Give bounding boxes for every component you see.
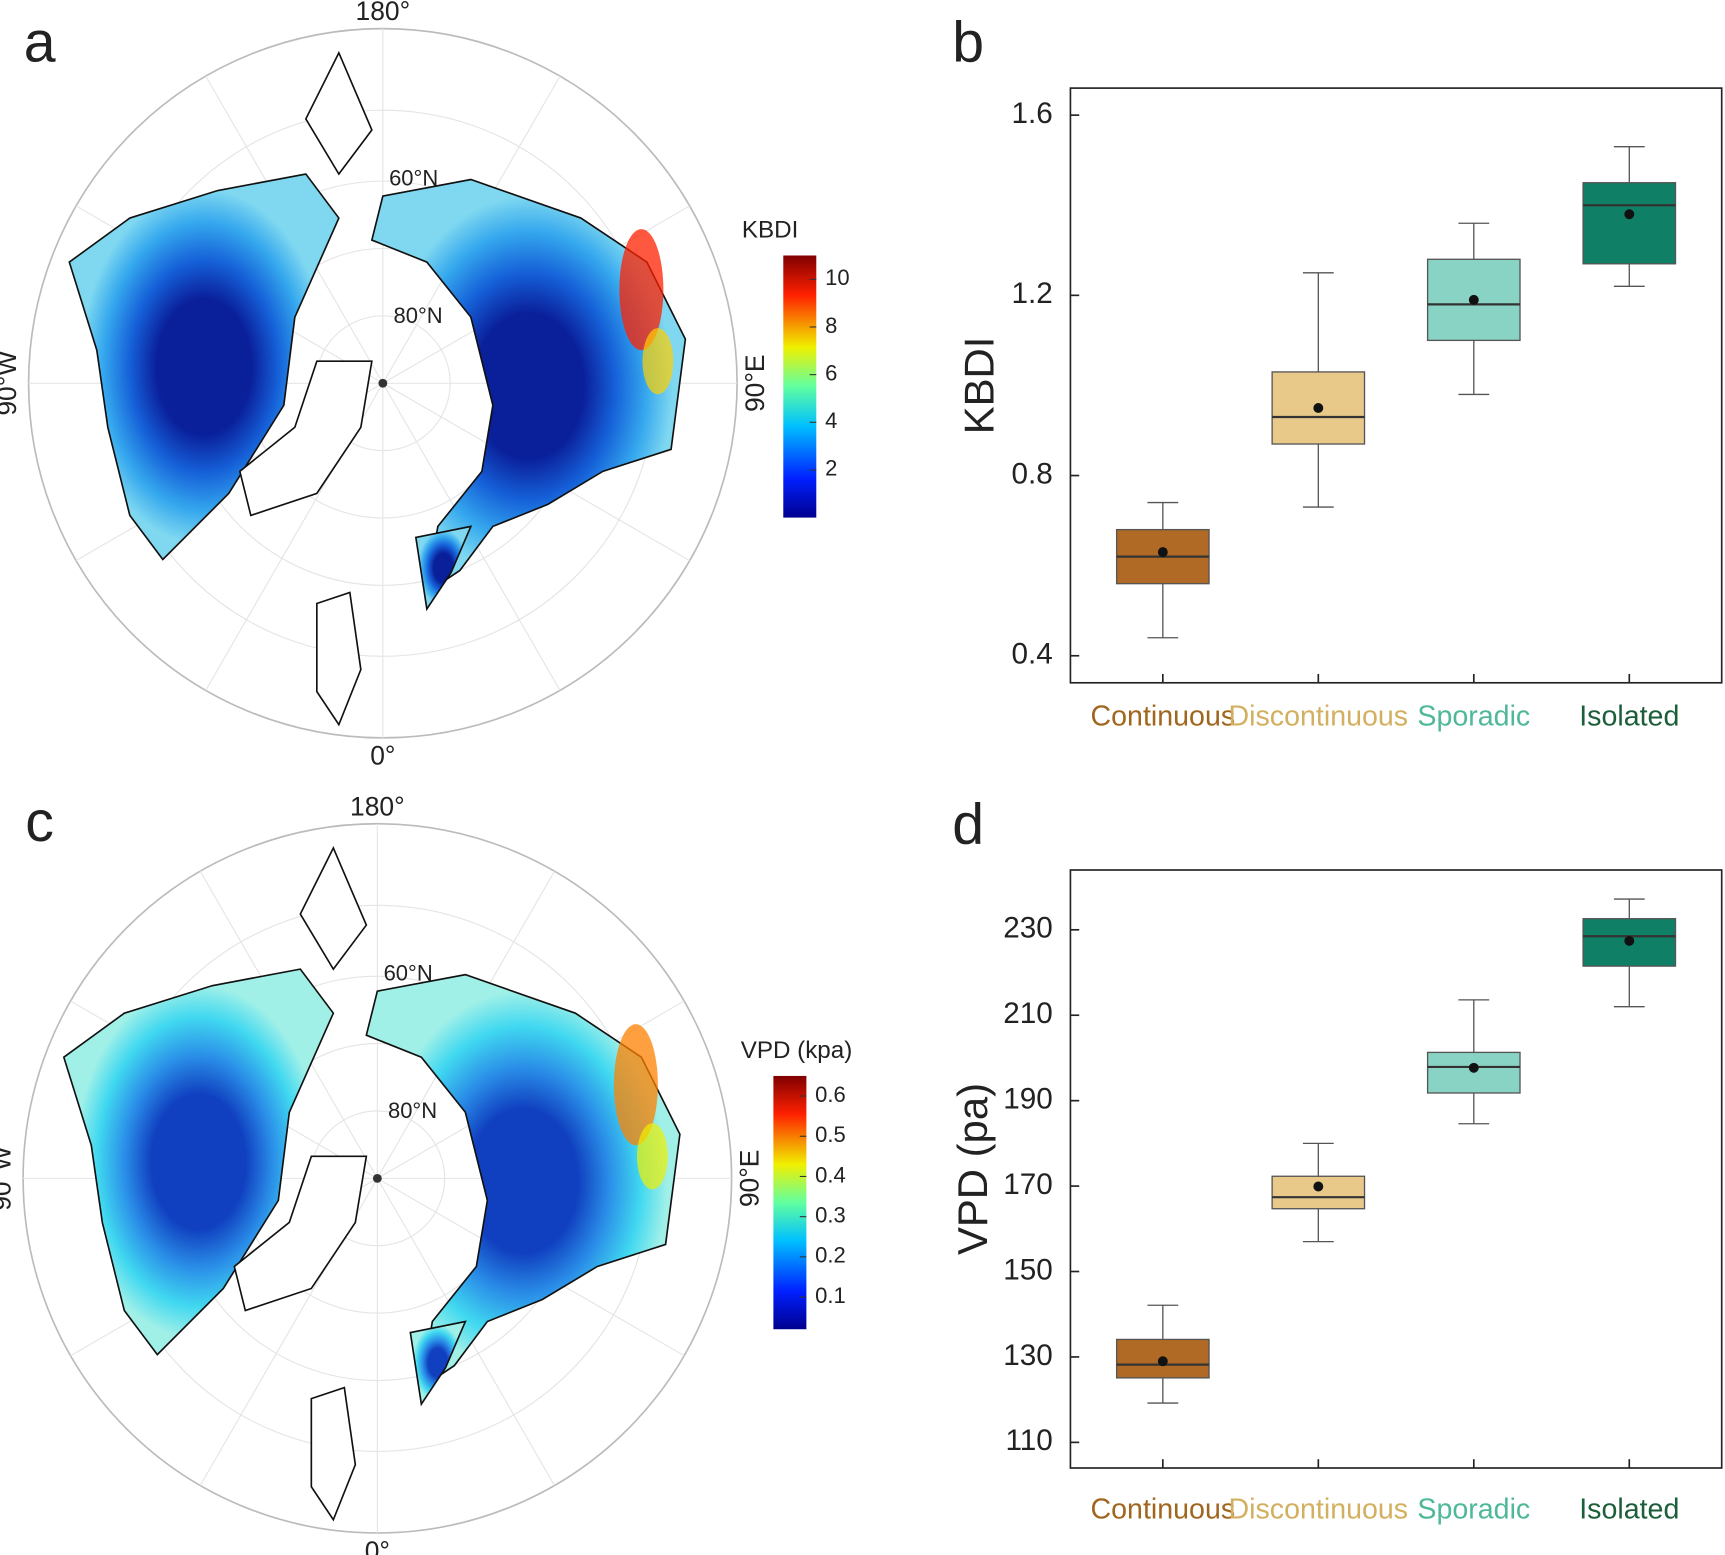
box [1271, 1175, 1366, 1210]
lon-label: 0° [365, 1536, 390, 1555]
panel-label: c [25, 790, 54, 854]
mean [1157, 547, 1168, 558]
colorbar-tick-label: 0.1 [815, 1283, 846, 1308]
land [414, 525, 473, 612]
category-label: Discontinuous [1229, 1494, 1409, 1526]
plot-frame [1069, 869, 1723, 1469]
y-tick-label: 110 [1005, 1424, 1052, 1457]
category-label: Continuous [1090, 1494, 1235, 1526]
y-tick-label: 210 [1003, 997, 1053, 1030]
mean [1313, 403, 1324, 413]
colorbar-tick-label: 0.6 [815, 1082, 846, 1107]
lat-label: 60°N [389, 165, 438, 190]
category-label: Discontinuous [1229, 701, 1409, 733]
mean [1313, 1181, 1324, 1192]
colorbar [773, 1075, 807, 1330]
coast [299, 846, 368, 971]
colorbar-title: KBDI [742, 217, 798, 244]
y-tick-label: 0.4 [1012, 638, 1053, 671]
y-tick-label: 150 [1003, 1253, 1053, 1286]
lat-label: 60°N [384, 960, 433, 985]
coast [316, 591, 362, 727]
y-tick-label: 230 [1003, 912, 1053, 945]
colorbar-tick-label: 0.4 [815, 1162, 846, 1187]
panel-label: b [952, 10, 984, 74]
y-tick-label: 1.6 [1012, 97, 1053, 130]
lat-label: 80°N [393, 303, 442, 328]
colorbar [783, 255, 817, 518]
y-tick-label: 130 [1003, 1339, 1053, 1372]
colorbar-tick-label: 2 [825, 456, 837, 481]
mean [1157, 1356, 1168, 1367]
colorbar-tick-label: 0.2 [815, 1243, 846, 1268]
lat-label: 80°N [388, 1098, 437, 1123]
colorbar-tick-label: 8 [825, 313, 837, 338]
y-axis-title: VPD (pa) [949, 1083, 996, 1255]
coast [310, 1386, 357, 1522]
category-label: Isolated [1579, 701, 1679, 733]
mean [1624, 209, 1635, 220]
land [62, 968, 335, 1356]
pole [378, 378, 388, 388]
coast [304, 50, 373, 176]
lon-label: 90°W [0, 1146, 16, 1211]
y-axis-title: KBDI [955, 337, 1002, 435]
panel-label: d [952, 792, 984, 856]
mean [1468, 1062, 1479, 1073]
y-tick-label: 1.2 [1012, 277, 1053, 310]
hotspot [636, 1123, 668, 1190]
mean [1468, 294, 1479, 305]
colorbar-tick-label: 0.5 [815, 1122, 846, 1147]
lon-label: 90°E [734, 1150, 764, 1208]
colorbar-tick-label: 0.3 [815, 1202, 846, 1227]
y-tick-label: 170 [1003, 1168, 1053, 1201]
category-label: Sporadic [1417, 701, 1530, 733]
category-label: Continuous [1090, 701, 1235, 733]
lon-label: 90°W [0, 351, 22, 416]
pole [372, 1173, 382, 1183]
coast [238, 360, 373, 517]
colorbar-tick-label: 6 [825, 360, 837, 385]
colorbar-title: VPD (kpa) [741, 1037, 853, 1064]
land [409, 1320, 467, 1407]
y-tick-label: 190 [1003, 1082, 1053, 1115]
plot-frame [1069, 87, 1723, 684]
colorbar-tick-label: 10 [825, 265, 849, 290]
hotspot [619, 229, 664, 351]
hotspot [613, 1024, 658, 1146]
hotspot [642, 328, 674, 395]
category-label: Isolated [1579, 1494, 1679, 1526]
category-label: Sporadic [1417, 1494, 1530, 1526]
colorbar-tick-label: 4 [825, 408, 837, 433]
coast [233, 1155, 368, 1312]
y-tick-label: 0.8 [1012, 457, 1053, 490]
land [68, 173, 340, 561]
lon-label: 0° [370, 741, 395, 771]
lon-label: 180° [350, 791, 405, 821]
panel-label: a [24, 10, 56, 74]
box [1582, 182, 1677, 265]
lon-label: 180° [356, 0, 411, 26]
lon-label: 90°E [740, 354, 770, 412]
mean [1624, 935, 1635, 946]
